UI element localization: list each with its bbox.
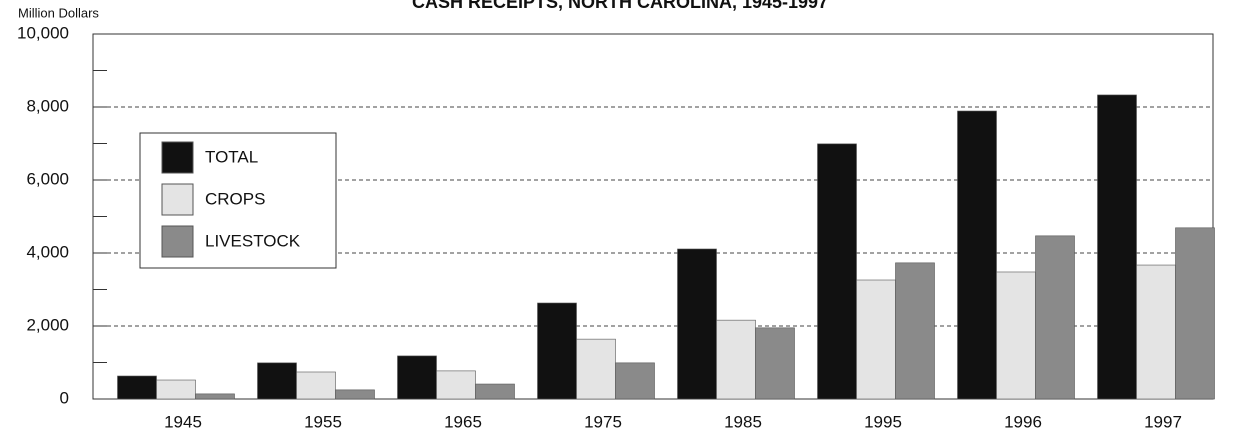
x-tick-label: 1996 — [1004, 412, 1042, 431]
y-tick-label: 2,000 — [26, 315, 69, 334]
bar — [1035, 235, 1075, 400]
x-tick-label: 1995 — [864, 412, 902, 431]
bar — [1175, 227, 1215, 400]
bar — [576, 338, 616, 400]
y-axis-label: Million Dollars — [18, 5, 99, 20]
y-tick-label: 6,000 — [26, 169, 69, 188]
x-tick-label: 1945 — [164, 412, 202, 431]
y-tick-label: 4,000 — [26, 242, 69, 261]
bar — [156, 379, 196, 400]
bar — [296, 371, 336, 400]
legend-swatch — [161, 225, 194, 258]
x-tick-label: 1955 — [304, 412, 342, 431]
legend-swatch — [161, 141, 194, 174]
bar — [475, 383, 515, 400]
bar — [677, 248, 717, 400]
bar — [397, 355, 437, 400]
bar — [537, 302, 577, 400]
legend-label: TOTAL — [205, 147, 258, 166]
bar — [615, 362, 655, 400]
bar — [856, 279, 896, 400]
chart-title: CASH RECEIPTS, NORTH CAROLINA, 1945-1997 — [412, 0, 828, 12]
bar — [1136, 264, 1176, 400]
bar — [195, 393, 235, 400]
bar — [895, 262, 935, 400]
y-tick-label: 10,000 — [17, 23, 69, 42]
bar — [436, 370, 476, 400]
x-tick-label: 1965 — [444, 412, 482, 431]
bar — [996, 271, 1036, 400]
bar — [335, 389, 375, 400]
x-tick-label: 1975 — [584, 412, 622, 431]
bar — [1097, 94, 1137, 400]
bar — [817, 143, 857, 400]
bar — [117, 375, 157, 400]
bar — [957, 110, 997, 400]
legend-swatch — [161, 183, 194, 216]
legend-label: LIVESTOCK — [205, 231, 301, 250]
legend-label: CROPS — [205, 189, 265, 208]
x-tick-label: 1985 — [724, 412, 762, 431]
y-tick-label: 0 — [60, 388, 69, 407]
bar — [755, 327, 795, 400]
bar — [716, 319, 756, 400]
bar — [257, 362, 297, 400]
y-tick-label: 8,000 — [26, 96, 69, 115]
x-tick-label: 1997 — [1144, 412, 1182, 431]
